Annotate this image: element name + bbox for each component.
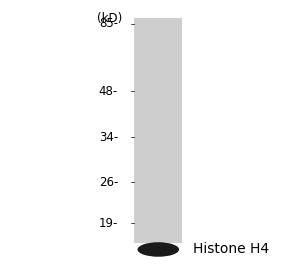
Text: 48-: 48- bbox=[99, 84, 118, 98]
FancyBboxPatch shape bbox=[134, 18, 183, 243]
Text: 26-: 26- bbox=[99, 176, 118, 189]
Text: 85-: 85- bbox=[99, 17, 118, 30]
Text: 19-: 19- bbox=[99, 216, 118, 230]
Text: (kD): (kD) bbox=[97, 12, 123, 25]
Text: 34-: 34- bbox=[99, 131, 118, 144]
Ellipse shape bbox=[138, 242, 179, 257]
Text: Histone H4: Histone H4 bbox=[193, 242, 269, 257]
